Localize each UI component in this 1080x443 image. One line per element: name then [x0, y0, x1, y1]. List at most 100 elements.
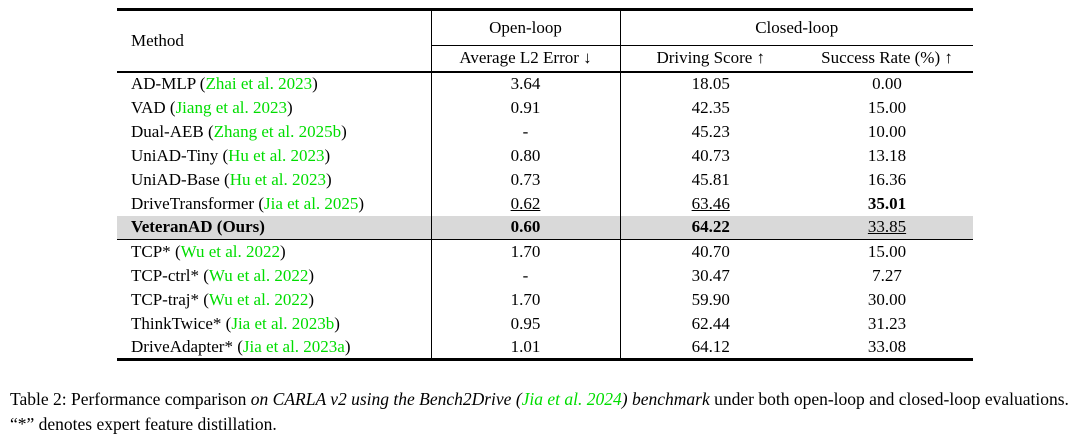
table-row-ours-highlighted: VeteranAD (Ours) 0.60 64.22 33.85	[117, 215, 974, 240]
driving-score-cell: 64.22	[619, 215, 801, 240]
paren-close: )	[341, 121, 347, 141]
driving-score-cell: 45.23	[619, 119, 801, 144]
paren-open: (	[258, 193, 264, 213]
paren-close: )	[324, 145, 331, 165]
citation: Hu et al. 2023	[228, 145, 325, 165]
method-cell: VeteranAD (Ours)	[117, 216, 431, 240]
success-rate-cell: 0.00	[872, 74, 902, 93]
table-caption: Table 2: Performance comparison on CARLA…	[10, 387, 1074, 437]
citation: Wu et al. 2022	[208, 289, 309, 309]
paren-open: (	[237, 336, 243, 356]
table-row: TCP-ctrl* (Wu et al. 2022) - 30.47 7.27	[117, 263, 973, 288]
caption-citation: Jia et al. 2024	[521, 389, 622, 409]
results-table: Method Open-loop Closed-loop Average L2 …	[117, 8, 974, 361]
paren-close: )	[286, 97, 293, 117]
paren-close: )	[259, 217, 265, 237]
l2-error-cell: 0.91	[430, 95, 620, 120]
driving-score-cell: 40.70	[619, 239, 801, 264]
method-name: AD-MLP	[131, 74, 196, 93]
method-name: UniAD-Base	[131, 169, 220, 189]
paren-open: (	[169, 97, 176, 117]
success-rate-cell: 35.01	[867, 193, 907, 213]
group-header-open-loop: Open-loop	[430, 9, 620, 46]
l2-error-cell: -	[430, 263, 620, 288]
paren-open: (	[222, 145, 229, 165]
table-row: DriveTransformer (Jia et al. 2025) 0.62 …	[117, 191, 973, 216]
success-rate-cell: 15.00	[867, 241, 907, 261]
paren-close: )	[308, 289, 314, 309]
table-section-1: AD-MLP (Zhai et al. 2023) 3.64 18.05 0.0…	[117, 71, 974, 240]
l2-error-cell: 3.64	[430, 71, 620, 96]
paren-close: )	[344, 336, 351, 356]
table-row: DriveAdapter* (Jia et al. 2023a) 1.01 64…	[117, 335, 973, 360]
citation: Wu et al. 2022	[180, 241, 281, 261]
table-row: Dual-AEB (Zhang et al. 2025b) - 45.23 10…	[117, 119, 973, 144]
success-rate-cell: 16.36	[867, 169, 907, 189]
group-header-row: Method Open-loop Closed-loop	[117, 9, 974, 50]
method-cell: UniAD-Tiny (Hu et al. 2023)	[117, 144, 431, 168]
l2-error-cell: 0.73	[430, 167, 620, 192]
success-rate-cell: 15.00	[867, 97, 907, 117]
table-section-2: TCP* (Wu et al. 2022) 1.70 40.70 15.00 T…	[117, 239, 974, 360]
method-name: Dual-AEB	[131, 121, 204, 141]
group-header-closed-loop: Closed-loop	[619, 9, 974, 46]
citation: Jia et al. 2023b	[231, 313, 335, 333]
results-table-container: Method Open-loop Closed-loop Average L2 …	[117, 8, 974, 361]
method-cell: ThinkTwice* (Jia et al. 2023b)	[117, 312, 431, 336]
paren-close: )	[280, 241, 286, 261]
success-rate-cell: 13.18	[867, 145, 907, 165]
method-cell: TCP-ctrl* (Wu et al. 2022)	[117, 264, 431, 288]
table-row: UniAD-Base (Hu et al. 2023) 0.73 45.81 1…	[117, 167, 973, 192]
method-name: VeteranAD	[131, 217, 213, 237]
paren-open: (	[203, 289, 209, 309]
method-name: DriveAdapter*	[131, 336, 233, 356]
paren-open: (	[216, 217, 223, 237]
l2-error-cell: 0.95	[430, 311, 620, 336]
method-name: TCP-ctrl*	[131, 265, 199, 285]
citation: Jiang et al. 2023	[175, 97, 287, 117]
paren-open: (	[203, 265, 209, 285]
success-rate-cell: 33.85	[867, 217, 907, 237]
table-row: AD-MLP (Zhai et al. 2023) 3.64 18.05 0.0…	[117, 71, 973, 96]
paren-open: (	[225, 313, 232, 333]
column-header-method: Method	[131, 30, 184, 50]
success-rate-cell: 7.27	[872, 265, 902, 285]
column-header-driving-score: Driving Score ↑	[619, 45, 801, 72]
table-row: VAD (Jiang et al. 2023) 0.91 42.35 15.00	[117, 95, 973, 120]
citation: Hu et al. 2023	[229, 169, 327, 189]
paren-close: )	[326, 169, 332, 189]
caption-suffix: under both open-loop and closed-loop eva…	[10, 389, 1069, 434]
citation: Wu et al. 2022	[208, 265, 309, 285]
l2-error-cell: 0.80	[430, 143, 620, 168]
success-rate-cell: 33.08	[867, 336, 907, 356]
citation: Zhang et al. 2025b	[213, 121, 342, 141]
method-name: VAD	[131, 97, 166, 117]
method-cell: VAD (Jiang et al. 2023)	[117, 96, 431, 120]
l2-error-cell: -	[430, 119, 620, 144]
method-cell: AD-MLP (Zhai et al. 2023)	[117, 72, 431, 96]
driving-score-cell: 18.05	[619, 71, 801, 96]
driving-score-cell: 42.35	[619, 95, 801, 120]
success-rate-cell: 10.00	[867, 121, 907, 141]
table-header: Method Open-loop Closed-loop Average L2 …	[117, 9, 974, 72]
citation: Zhai et al. 2023	[205, 74, 313, 93]
paren-close: )	[308, 265, 314, 285]
citation-ours: Ours	[222, 217, 260, 237]
paren-open: (	[174, 241, 181, 261]
paren-close: )	[334, 313, 340, 333]
method-name: TCP-traj*	[131, 289, 199, 309]
column-header-row: Average L2 Error ↓ Driving Score ↑ Succe…	[117, 45, 973, 72]
table-row: TCP-traj* (Wu et al. 2022) 1.70 59.90 30…	[117, 287, 973, 312]
l2-error-cell: 1.70	[430, 239, 620, 264]
column-header-success-rate: Success Rate (%) ↑	[821, 48, 953, 68]
method-name: ThinkTwice*	[131, 313, 222, 333]
paren-open: (	[207, 121, 214, 141]
driving-score-cell: 30.47	[619, 263, 801, 288]
caption-prefix: Table 2: Performance comparison	[10, 389, 251, 409]
driving-score-cell: 40.73	[619, 143, 801, 168]
l2-error-cell: 1.70	[430, 287, 620, 312]
paren-close: )	[312, 74, 318, 93]
caption-italic-segment-2: ) benchmark	[621, 389, 710, 409]
method-cell: Dual-AEB (Zhang et al. 2025b)	[117, 120, 431, 144]
l2-error-cell: 0.60	[430, 215, 620, 240]
